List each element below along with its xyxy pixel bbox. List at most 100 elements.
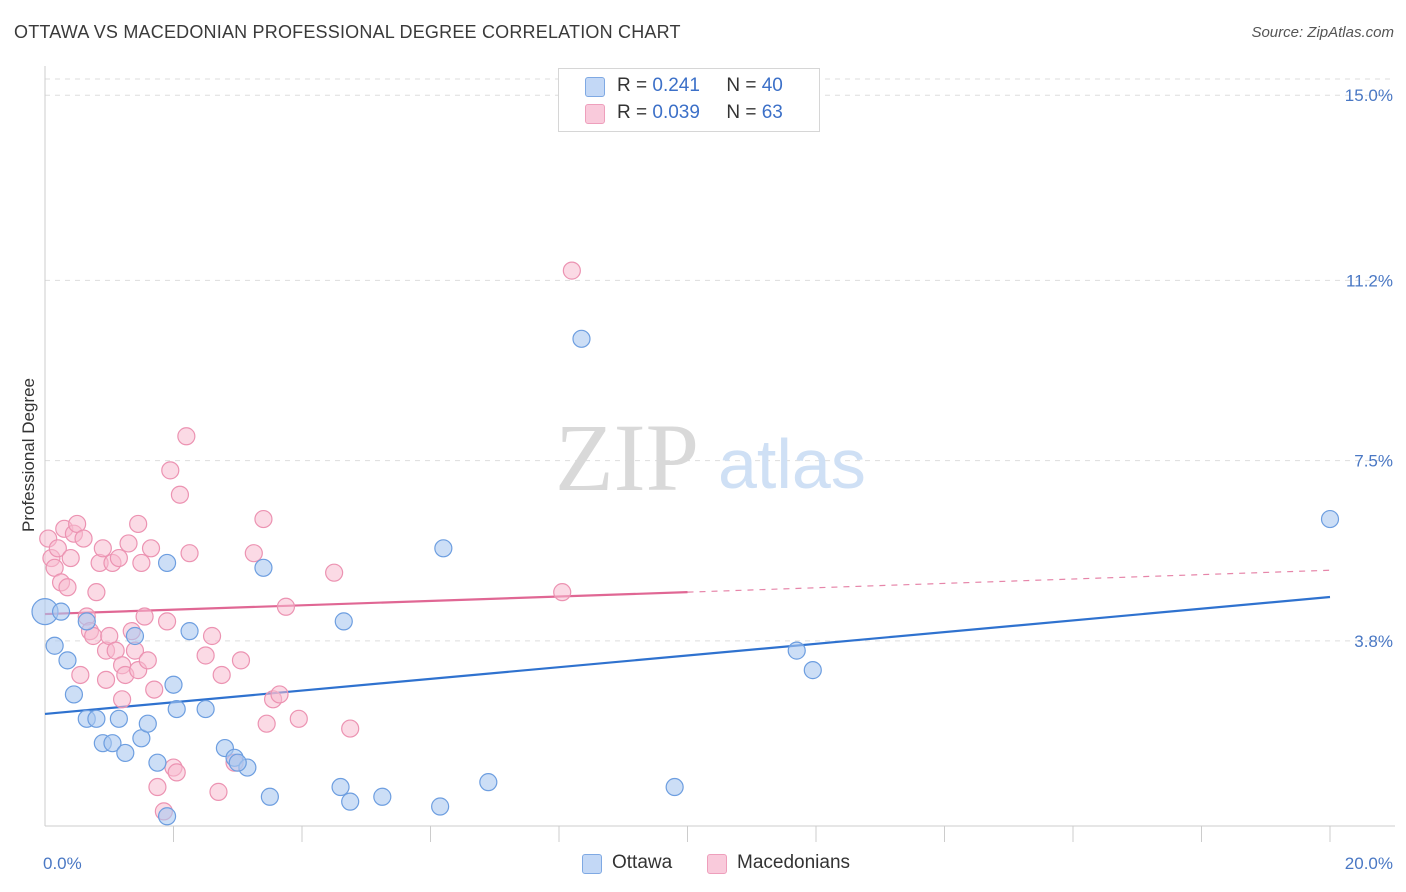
ottawa-r-value: 0.241 [652,75,700,96]
macedonian-point-30 [135,607,154,626]
macedonian-point-40 [170,485,190,504]
macedonian-trend-extension [687,569,1331,593]
macedonian-point-55 [289,709,308,728]
source-credit: Source: ZipAtlas.com [1251,24,1394,41]
y-tick-label-0: 3.8% [1354,632,1393,651]
macedonian-point-50 [254,509,273,529]
ottawa-point-27 [331,777,350,797]
ottawa-point-1 [45,636,64,655]
macedonian-point-61 [96,670,116,689]
chart-title: OTTAWA VS MACEDONIAN PROFESSIONAL DEGREE… [14,22,681,42]
macedonian-point-6 [58,578,77,597]
axis-layer [44,66,1395,842]
macedonian-point-49 [244,544,263,563]
ottawa-point-3 [58,651,77,670]
ottawa-r-label: R = [617,75,653,96]
ottawa-point-16 [157,807,177,826]
macedonian-point-62 [129,514,148,534]
macedonian-point-39 [167,763,186,782]
y-axis-label: Professional Degree [19,378,38,532]
macedonian-trend-line [44,591,688,616]
y-tick-label-2: 11.2% [1346,271,1393,290]
macedonian-point-54 [276,597,296,616]
macedonian-r-value: 0.039 [652,102,700,123]
macedonian-point-32 [141,539,161,558]
ottawa-trend-line [44,595,1331,716]
ottawa-n-value: 40 [761,75,783,96]
macedonian-swatch [585,104,605,124]
ottawa-point-14 [138,714,157,733]
ottawa-swatch [585,77,605,97]
macedonian-point-60 [112,690,132,709]
macedonian-point-53 [270,685,289,704]
ottawa-point-32 [434,539,453,558]
ottawa-point-21 [196,699,215,719]
macedonian-point-25 [119,534,138,553]
x-tick-label-0: 0.0% [43,854,82,873]
macedonian-n-value: 63 [761,102,783,123]
macedonian-n-label: N = [726,102,762,123]
ottawa-n-label: N = [726,75,762,96]
watermark-atlas: atlas [718,425,866,503]
series-legend: Ottawa Macedonians [0,852,1406,878]
ottawa-point-12 [125,626,145,646]
macedonian-point-41 [177,427,196,446]
ottawa-point-19 [167,699,186,719]
ottawa-point-17 [157,553,177,573]
macedonian-point-22 [109,548,128,568]
watermark-zip: ZIP [555,404,699,511]
trend-layer [44,569,1331,716]
points-layer [31,261,1340,826]
macedonian-point-42 [180,544,199,563]
ottawa-point-29 [341,792,360,811]
macedonian-point-48 [231,651,251,670]
ottawa-point-20 [180,622,199,641]
correlation-legend: R = 0.241 N = 40 R = 0.039 N = 63 [558,68,820,132]
ottawa-point-15 [148,753,167,772]
macedonian-point-45 [209,782,228,801]
ottawa-point-36 [787,641,806,660]
ottawa-point-5 [77,612,96,631]
macedonian-point-15 [87,583,106,602]
macedonian-point-33 [145,680,164,699]
ottawa-point-37 [803,661,822,680]
ottawa-point-34 [572,329,591,348]
ottawa-point-30 [373,787,392,806]
macedonian-point-57 [341,719,360,738]
ottawa-point-9 [103,734,122,753]
ottawa-point-31 [431,797,450,816]
ottawa-legend-swatch [582,854,602,874]
y-tick-label-1: 7.5% [1354,452,1393,471]
y-tick-label-3: 15.0% [1345,86,1393,105]
ottawa-point-35 [665,777,684,797]
macedonian-point-58 [553,583,572,602]
macedonian-point-59 [562,261,581,280]
ottawa-point-18 [164,675,183,694]
macedonian-point-31 [138,651,157,670]
ottawa-legend-label: Ottawa [612,852,673,873]
macedonian-point-3 [48,539,67,558]
macedonian-point-36 [157,612,177,631]
ottawa-point-28 [334,612,353,631]
macedonian-point-17 [93,539,112,558]
macedonian-point-44 [202,626,222,646]
x-tick-label-1: 20.0% [1345,854,1393,873]
ottawa-point-25 [254,558,273,577]
macedonian-point-7 [61,548,80,568]
macedonian-point-34 [148,777,167,797]
macedonian-point-51 [257,714,276,733]
ottawa-point-38 [1320,509,1340,529]
ottawa-point-11 [116,743,135,763]
macedonian-point-10 [71,665,90,685]
ottawa-point-4 [64,685,84,704]
ottawa-point-10 [109,709,128,728]
macedonian-point-43 [196,646,215,665]
macedonian-r-label: R = [617,102,653,123]
macedonian-point-56 [325,563,344,582]
macedonian-point-37 [161,461,180,480]
macedonian-point-11 [74,529,93,548]
macedonian-point-29 [132,553,151,573]
watermark: ZIP atlas [555,404,866,511]
macedonian-legend-label: Macedonians [737,852,851,873]
